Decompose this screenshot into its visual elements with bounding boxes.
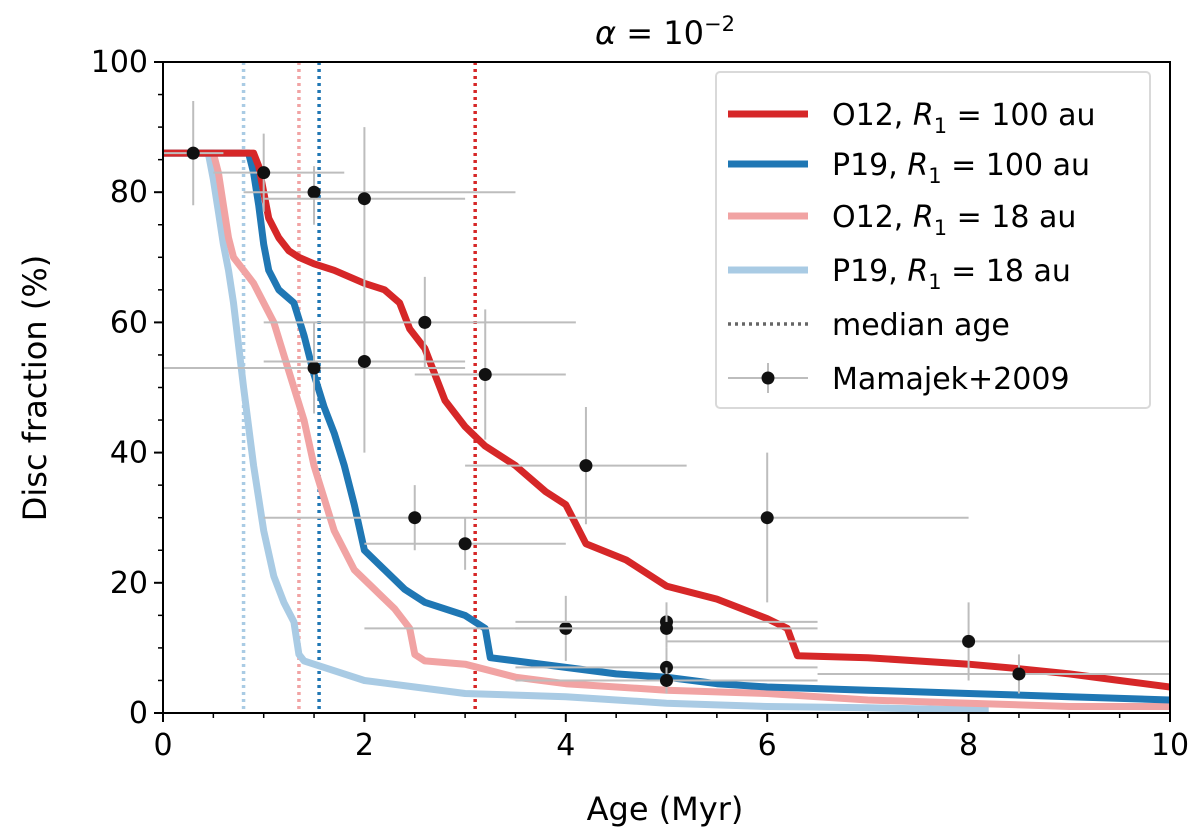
legend-prefix: P19, [832,254,907,289]
legend-suffix: = 18 au [942,254,1071,289]
observation-point [307,185,321,199]
svg-text:α = 10−2: α = 10−2 [595,12,735,52]
y-tick-label: 40 [110,436,148,471]
chart-title: α = 10−2 [595,12,735,52]
x-tick-label: 8 [959,728,978,763]
legend-var: R [907,254,928,289]
series-line-1 [163,149,1170,691]
legend-prefix: P19, [832,148,907,183]
x-tick-label: 10 [1151,728,1189,763]
legend-frame [715,71,1151,409]
title-alpha: α [595,14,616,52]
observations-layer [163,101,1170,694]
observation-10 [263,485,566,551]
title-equals: = 10 [616,14,704,52]
legend-var: R [913,200,934,235]
observation-3 [243,166,516,225]
observation-7 [263,270,466,453]
observation-12 [565,452,969,603]
observation-point [357,354,371,368]
series-line-2 [163,149,1170,704]
legend-median-label: median age [832,308,1010,343]
legend-obs-marker [761,371,775,385]
x-tick-label: 4 [556,728,575,763]
observation-17 [515,667,818,694]
observation-point [579,459,593,473]
legend-suffix: = 100 au [942,148,1090,183]
observation-point [660,673,673,687]
observation-point [357,192,371,206]
legend-var: R [913,98,934,133]
observation-point [478,367,492,381]
observation-2 [213,133,345,212]
observation-point [962,634,976,648]
y-tick-label: 20 [110,566,148,601]
legend-label-1: O12, R1 = 100 au [832,98,1096,138]
legend-label-4: P19, R1 = 18 au [832,254,1071,294]
legend-var: R [907,148,928,183]
y-tick-label: 100 [91,45,148,80]
observation-5 [263,276,576,368]
observation-point [257,166,271,180]
x-tick-label: 6 [758,728,777,763]
observation-point [660,621,673,635]
x-tick-label: 0 [153,728,172,763]
observation-6 [163,322,466,414]
observation-4 [263,127,466,271]
observation-point [458,537,472,551]
observation-8 [414,309,566,440]
x-tick-label: 2 [355,728,374,763]
legend-sub: 1 [928,270,941,294]
observation-9 [465,407,687,525]
legend-sub: 1 [934,216,947,240]
legend-suffix: = 18 au [947,200,1076,235]
series-line-4 [163,149,989,713]
y-tick-label: 0 [129,696,148,731]
legend-obs-label: Mamajek+2009 [832,362,1070,397]
y-tick-label: 80 [110,175,148,210]
observation-19 [817,654,1170,694]
observation-point [418,315,432,329]
legend-sub: 1 [934,114,947,138]
observation-1 [163,101,224,206]
title-exponent: −2 [704,12,735,36]
observation-11 [364,517,566,570]
legend-prefix: O12, [832,200,913,235]
x-axis-label: Age (Myr) [587,790,744,828]
observation-point [186,146,200,160]
legend-prefix: O12, [832,98,913,133]
legend-label-2: P19, R1 = 100 au [832,148,1090,188]
y-tick-label: 60 [110,305,148,340]
legend-sub: 1 [928,164,941,188]
legend-suffix: = 100 au [947,98,1095,133]
observation-point [408,511,422,525]
observation-point [760,511,774,525]
observation-point [1012,667,1026,681]
observation-point [307,361,321,375]
y-axis-label: Disc fraction (%) [16,255,54,521]
legend-label-3: O12, R1 = 18 au [832,200,1076,240]
